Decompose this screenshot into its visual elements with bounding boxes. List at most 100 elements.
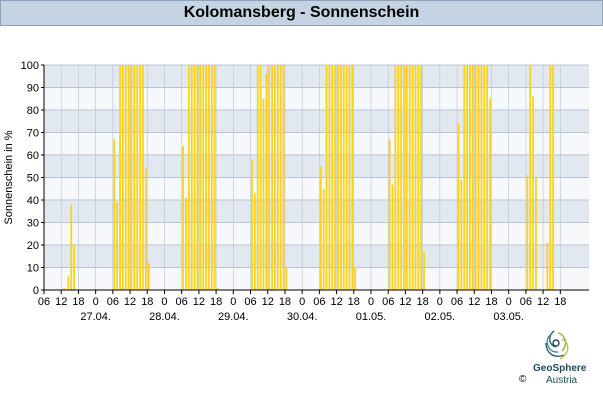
y-tick-label: 40 <box>27 195 39 207</box>
x-tick-label: 06 <box>451 296 463 308</box>
sunshine-bar <box>285 267 288 290</box>
sunshine-bar <box>127 65 130 290</box>
sunshine-bar <box>417 65 420 290</box>
x-tick-label: 18 <box>210 296 222 308</box>
sunshine-bar <box>113 139 116 290</box>
day-label: 30.04. <box>287 311 318 323</box>
plot-band <box>44 87 589 110</box>
sunshine-bar <box>73 245 76 290</box>
sunshine-bar <box>354 267 357 290</box>
sunshine-bar <box>469 65 471 290</box>
sunshine-bar <box>265 74 268 290</box>
day-label: 29.04. <box>218 311 249 323</box>
sunshine-bar <box>136 65 139 290</box>
sunshine-bar <box>529 65 532 290</box>
sunshine-bar <box>471 65 474 290</box>
plot-band <box>44 245 589 268</box>
y-tick-label: 60 <box>27 150 39 162</box>
sunshine-bar <box>337 65 339 290</box>
x-tick-label: 18 <box>485 296 497 308</box>
sunshine-bar <box>208 65 210 290</box>
sunshine-bar <box>205 65 207 290</box>
x-tick-label: 0 <box>437 296 443 308</box>
sunshine-bar <box>262 98 265 290</box>
x-tick-label: 06 <box>244 296 256 308</box>
plot-band <box>44 222 589 245</box>
day-label: 28.04. <box>149 311 180 323</box>
sunshine-bar <box>190 65 193 290</box>
sunshine-bar <box>552 65 555 290</box>
sunshine-bar <box>274 65 276 290</box>
sunshine-bar <box>546 242 549 290</box>
plot-band <box>44 132 589 155</box>
sunshine-bar <box>480 65 483 290</box>
x-tick-label: 18 <box>417 296 429 308</box>
plot-band <box>44 110 589 133</box>
sunshine-bar <box>489 98 491 290</box>
sunshine-bar <box>483 65 486 290</box>
sunshine-bar <box>466 65 468 290</box>
logo-subtitle: Austria <box>546 375 578 386</box>
sunshine-bar <box>423 251 425 290</box>
x-tick-label: 12 <box>330 296 342 308</box>
sunshine-bar <box>405 65 408 290</box>
sunshine-bar <box>213 65 216 290</box>
sunshine-bar <box>331 65 334 290</box>
sunshine-bar <box>279 65 282 290</box>
sunshine-bar <box>351 65 354 290</box>
x-tick-label: 06 <box>382 296 394 308</box>
sunshine-bar <box>202 65 205 290</box>
sunshine-bar <box>256 65 259 290</box>
x-tick-label: 12 <box>55 296 67 308</box>
sunshine-bar <box>116 202 119 290</box>
sunshine-bar <box>259 65 262 290</box>
sunshine-bar <box>403 65 405 290</box>
chart-title: Kolomansberg - Sonnenschein <box>183 4 420 21</box>
y-tick-label: 0 <box>33 285 39 297</box>
sunshine-bar <box>282 65 285 290</box>
y-tick-label: 50 <box>27 173 39 185</box>
y-tick-label: 70 <box>27 128 39 140</box>
sunshine-bar <box>271 65 273 290</box>
sunshine-bar <box>526 175 529 290</box>
sunshine-bar <box>276 65 279 290</box>
chart-title-bar: Kolomansberg - Sonnenschein <box>0 0 603 26</box>
sunshine-bar <box>420 65 423 290</box>
sunshine-bar <box>322 188 325 290</box>
sunshine-bar <box>400 65 403 290</box>
sunshine-bar <box>182 146 185 290</box>
x-tick-label: 18 <box>141 296 153 308</box>
y-tick-label: 30 <box>27 218 39 230</box>
x-tick-label: 18 <box>554 296 566 308</box>
sunshine-bar <box>388 139 391 290</box>
sunshine-bar <box>328 65 331 290</box>
sunshine-bar <box>251 159 253 290</box>
x-tick-label: 18 <box>72 296 84 308</box>
x-tick-label: 0 <box>506 296 512 308</box>
sunshine-bar <box>133 65 136 290</box>
sunshine-bar <box>210 65 213 290</box>
x-tick-label: 12 <box>262 296 274 308</box>
sunshine-bar <box>345 65 348 290</box>
sunshine-bar <box>253 193 256 290</box>
plot-band <box>44 177 589 200</box>
sunshine-bar <box>457 123 460 290</box>
y-axis-label: Sonnenschein in % <box>3 130 15 224</box>
y-tick-label: 90 <box>27 83 39 95</box>
plot-band <box>44 155 589 178</box>
x-tick-label: 12 <box>193 296 205 308</box>
sunshine-bar <box>147 263 150 290</box>
geosphere-logo <box>512 325 602 397</box>
sunshine-bar <box>339 65 342 290</box>
sunshine-bar <box>70 204 73 290</box>
sunshine-bar <box>334 65 337 290</box>
sunshine-bar <box>411 65 414 290</box>
sunshine-bar <box>474 65 477 290</box>
sunshine-bar <box>216 287 219 290</box>
x-tick-label: 0 <box>368 296 374 308</box>
sunshine-bar <box>63 287 65 290</box>
sunshine-bar <box>130 65 133 290</box>
x-tick-label: 12 <box>399 296 411 308</box>
sunshine-bar <box>142 65 144 290</box>
